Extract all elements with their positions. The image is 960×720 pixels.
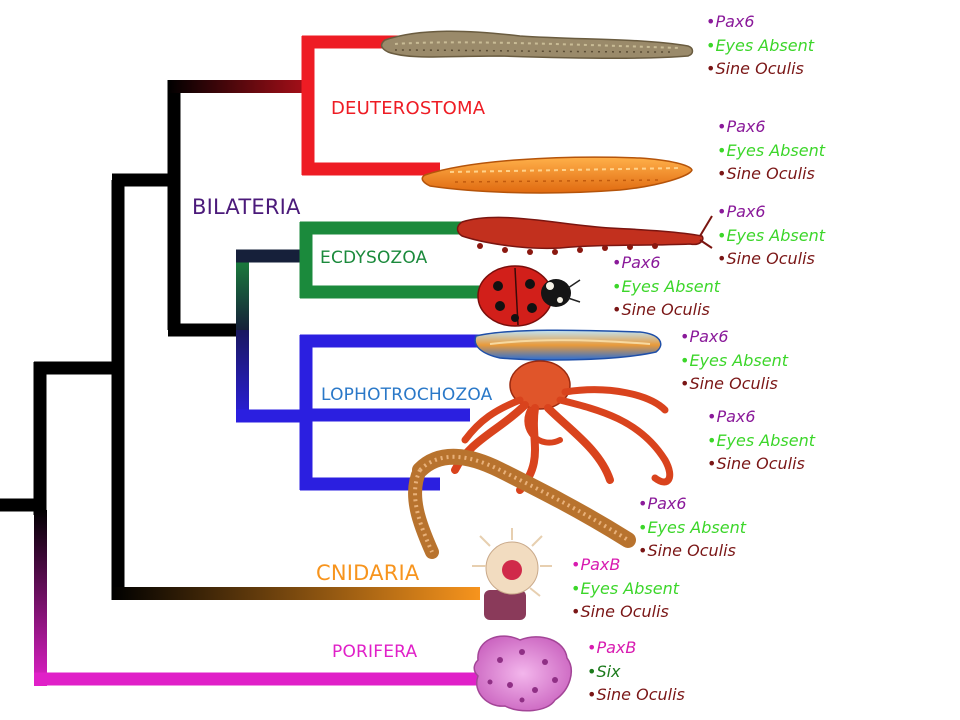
gene-pax: Pax6: [715, 12, 755, 31]
clade-label-porifera: PORIFERA: [332, 642, 418, 662]
lophotrochozoa-branch: [299, 334, 480, 491]
gene-eyes-absent: Eyes Absent: [726, 140, 825, 160]
gene-sine-oculis: Sine Oculis: [580, 602, 669, 621]
bristleworm-image: [408, 448, 636, 559]
clade-label-lophotrochozoa: LOPHOTROCHOZOA: [321, 385, 493, 405]
octopus-image: [451, 360, 674, 494]
clade-label-cnidaria: CNIDARIA: [316, 561, 420, 585]
cnidaria-branch: [111, 180, 480, 600]
clade-label-ecdysozoa: ECDYSOZOA: [320, 248, 428, 268]
bilateria-branch: [112, 80, 242, 337]
gene-list-sea-anemone: •PaxB •Eyes Absent •Sine Oculis: [571, 555, 679, 621]
gene-pax: Pax6: [621, 253, 661, 272]
gene-list-octopus: •Pax6 •Eyes Absent •Sine Oculis: [707, 407, 815, 473]
gene-eyes-absent: Eyes Absent: [621, 276, 720, 296]
gene-list-sponge: •PaxB •Six •Sine Oculis: [587, 638, 685, 704]
gene-sine-oculis: Sine Oculis: [726, 164, 815, 183]
gene-eyes-absent: Eyes Absent: [715, 35, 814, 55]
gene-eyes-absent: Eyes Absent: [580, 578, 679, 598]
gene-list-flatworm: •Pax6 •Eyes Absent •Sine Oculis: [680, 327, 788, 393]
clade-label-deuterostoma: DEUTEROSTOMA: [331, 98, 486, 119]
gene-pax: Pax6: [716, 407, 756, 426]
protostomia-branch: [236, 249, 310, 423]
gene-pax-b: PaxB: [596, 638, 637, 657]
flatworm-image: [474, 329, 662, 361]
gene-pax: Pax6: [726, 117, 766, 136]
gene-eyes-absent: Eyes Absent: [716, 430, 815, 450]
gene-list-ladybug: •Pax6 •Eyes Absent •Sine Oculis: [612, 253, 720, 319]
gene-sine-oculis: Sine Oculis: [621, 300, 710, 319]
gene-sine-oculis: Sine Oculis: [726, 249, 815, 268]
gene-sine-oculis: Sine Oculis: [716, 454, 805, 473]
clade-label-bilateria: BILATERIA: [192, 195, 301, 219]
ecdysozoa-branch: [299, 221, 490, 299]
gene-list-bristleworm: •Pax6 •Eyes Absent •Sine Oculis: [638, 494, 746, 560]
gene-sine-oculis: Sine Oculis: [715, 59, 804, 78]
ladybug-image: [477, 265, 581, 327]
gene-list-amphioxus: •Pax6 •Eyes Absent •Sine Oculis: [717, 117, 825, 183]
amphioxus-image: [421, 156, 693, 194]
gene-sine-oculis: Sine Oculis: [689, 374, 778, 393]
sea-anemone-image: [472, 528, 552, 620]
gene-sine-oculis: Sine Oculis: [596, 685, 685, 704]
lamprey-image: [380, 30, 694, 60]
gene-pax: Pax6: [689, 327, 729, 346]
gene-eyes-absent: Eyes Absent: [726, 225, 825, 245]
gene-list-velvet-worm: •Pax6 •Eyes Absent •Sine Oculis: [717, 202, 825, 268]
gene-sine-oculis: Sine Oculis: [647, 541, 736, 560]
velvet-worm-image: [456, 215, 713, 255]
gene-pax-b: PaxB: [580, 555, 621, 574]
sponge-image: [473, 635, 572, 712]
gene-list-lamprey: •Pax6 •Eyes Absent •Sine Oculis: [706, 12, 814, 78]
root-stem: [0, 361, 124, 686]
gene-pax: Pax6: [726, 202, 766, 221]
gene-six: Six: [596, 661, 621, 681]
gene-eyes-absent: Eyes Absent: [689, 350, 788, 370]
gene-pax: Pax6: [647, 494, 687, 513]
gene-eyes-absent: Eyes Absent: [647, 517, 746, 537]
